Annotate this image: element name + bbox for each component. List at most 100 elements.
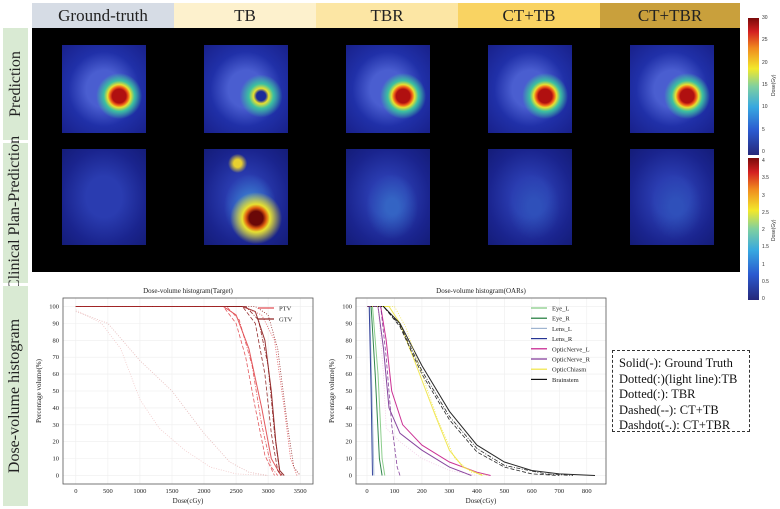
x-tick-label: 3000 (262, 488, 275, 495)
plot-frame (62, 297, 314, 485)
colorbar-tick: 15 (762, 82, 768, 88)
x-tick-label: 3500 (294, 488, 307, 495)
legend-label: Lens_R (552, 336, 573, 343)
style-legend-item: Dashed(--): CT+TB (619, 402, 719, 417)
dvh-curve-opticnerve-l-tb (367, 306, 477, 476)
colorbar-tick: 0.5 (762, 278, 769, 285)
y-tick-label: 60 (53, 371, 60, 378)
y-axis-label: Percentage volume(%) (35, 358, 43, 423)
colorbar-dose-30gy (748, 18, 759, 155)
dvh-curve-ptv-ct-tbr (75, 306, 279, 476)
colorbar-dose-4gy (748, 158, 759, 300)
difference-dose-map (346, 149, 430, 245)
style-legend-item: Dotted(:): TBR (619, 387, 696, 401)
line-style-legend: Solid(-): Ground Truth Dotted(:)(light l… (612, 350, 750, 432)
column-header-ground-truth: Ground-truth (32, 3, 174, 28)
y-tick-label: 20 (346, 439, 353, 446)
difference-dose-map (488, 149, 572, 245)
dose-map-grid (32, 28, 740, 272)
y-tick-label: 40 (53, 405, 60, 412)
dvh-curve-ptv-tbr (75, 306, 298, 476)
y-axis-label: Percentage volume(%) (328, 358, 336, 423)
y-tick-label: 10 (53, 456, 60, 463)
x-axis-label: Dose(cGy) (173, 497, 204, 505)
y-tick-label: 80 (346, 337, 353, 344)
legend-label: OpticChiasm (552, 367, 586, 374)
dvh-curve-opticchiasm-tbr (367, 306, 488, 476)
y-tick-label: 100 (49, 303, 59, 310)
x-tick-label: 100 (390, 488, 400, 495)
difference-dose-map (204, 149, 288, 245)
prediction-dose-map (62, 45, 146, 133)
chart-title: Dose-volume histogram(OARs) (436, 287, 526, 295)
difference-dose-map (62, 149, 146, 245)
plot-frame (355, 297, 607, 485)
prediction-dose-map (630, 45, 714, 133)
colorbar-tick: 5 (762, 126, 765, 133)
x-tick-label: 2000 (198, 488, 211, 495)
colorbar-tick: 10 (762, 104, 768, 111)
x-tick-label: 500 (103, 488, 113, 495)
legend-label: OpticNerve_L (552, 346, 590, 353)
colorbar-tick: 3.5 (762, 175, 769, 182)
x-tick-label: 200 (417, 488, 427, 495)
y-tick-label: 70 (346, 354, 353, 361)
colorbar-tick: 3 (762, 192, 765, 199)
dvh-curve-gtv-ct-tbr (75, 306, 283, 476)
chart-title: Dose-volume histogram(Target) (143, 287, 233, 295)
dvh-curve-opticchiasm-ground-truth (367, 306, 483, 476)
legend-label: PTV (279, 306, 292, 313)
y-tick-label: 100 (342, 303, 352, 310)
y-tick-label: 80 (53, 337, 60, 344)
y-tick-label: 90 (346, 320, 353, 327)
y-tick-label: 50 (346, 388, 353, 395)
legend-label: Lens_L (552, 326, 572, 333)
x-tick-label: 600 (527, 488, 537, 495)
colorbar-tick: 2.5 (762, 209, 769, 216)
colorbar-tick: 0 (762, 149, 765, 155)
x-tick-label: 700 (554, 488, 564, 495)
y-tick-label: 40 (346, 405, 353, 412)
x-tick-label: 0 (74, 488, 77, 495)
y-tick-label: 90 (53, 320, 60, 327)
column-header-ct-tbr: CT+TBR (600, 3, 740, 28)
x-tick-label: 400 (472, 488, 482, 495)
y-tick-label: 20 (53, 439, 60, 446)
difference-dose-map (630, 149, 714, 245)
prediction-dose-map (346, 45, 430, 133)
prediction-dose-map (204, 45, 288, 133)
y-tick-label: 0 (349, 473, 352, 480)
style-legend-item: Solid(-): Ground Truth (619, 356, 733, 370)
y-tick-label: 60 (346, 371, 353, 378)
column-header-ct-tb: CT+TB (458, 3, 600, 28)
colorbar-tick: 1 (762, 261, 765, 268)
colorbar-tick: 4 (762, 158, 765, 164)
y-tick-label: 30 (53, 422, 60, 429)
column-header-tb: TB (174, 3, 316, 28)
x-tick-label: 0 (365, 488, 368, 495)
dvh-curve-brainstem-ct-tbr (367, 306, 574, 476)
x-axis-label: Dose(cGy) (466, 497, 497, 505)
row-label-clinical-plan-prediction: Clinical Plan-Prediction (3, 136, 28, 290)
y-tick-label: 50 (53, 388, 60, 395)
y-tick-label: 30 (346, 422, 353, 429)
dvh-curve-gtv-ct-tb (75, 306, 282, 476)
colorbar-tick: 20 (762, 59, 768, 66)
row-label-prediction: Prediction (3, 28, 28, 140)
legend-label: Brainstem (552, 377, 579, 384)
colorbar-tick: 30 (762, 15, 768, 21)
dvh-curve-brainstem-ground-truth (367, 306, 596, 476)
colorbar-tick: 25 (762, 37, 768, 44)
y-tick-label: 70 (53, 354, 60, 361)
legend-label: Eye_L (552, 306, 569, 313)
x-tick-label: 500 (499, 488, 509, 495)
y-tick-label: 0 (56, 473, 59, 480)
legend-label: OpticNerve_R (552, 357, 591, 364)
x-tick-label: 1000 (133, 488, 146, 495)
y-tick-label: 10 (346, 456, 353, 463)
dvh-curve-opticnerve-r-ct-tb (367, 306, 401, 476)
legend-label: Eye_R (552, 316, 570, 323)
x-tick-label: 2500 (230, 488, 243, 495)
column-header-tbr: TBR (316, 3, 458, 28)
